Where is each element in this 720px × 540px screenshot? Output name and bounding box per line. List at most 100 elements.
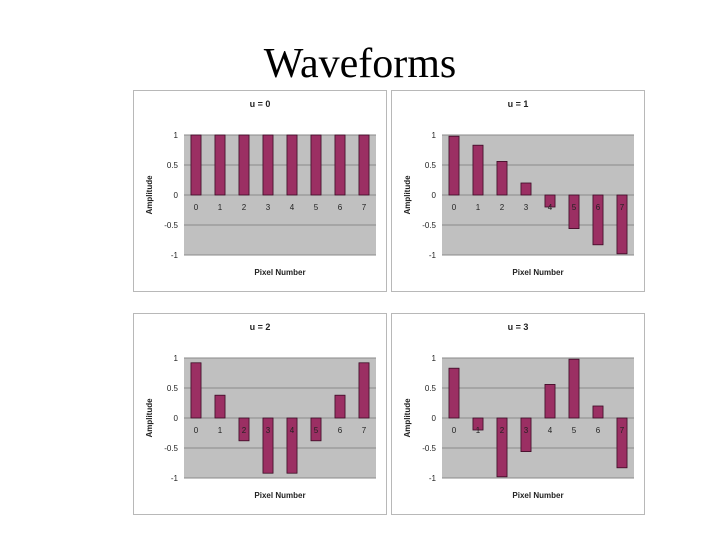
x-tick-label: 1 <box>218 203 223 212</box>
x-axis-label: Pixel Number <box>512 268 563 277</box>
bar <box>286 134 298 196</box>
bar <box>592 405 604 419</box>
x-tick-label: 0 <box>194 203 199 212</box>
x-tick-label: 5 <box>314 203 319 212</box>
bar <box>286 417 298 474</box>
x-tick-label: 3 <box>266 426 271 435</box>
x-tick-label: 2 <box>242 203 247 212</box>
y-tick-label: -1 <box>429 474 437 483</box>
bar <box>544 384 556 419</box>
bar <box>568 194 580 229</box>
bar <box>472 417 484 431</box>
x-tick-label: 0 <box>194 426 199 435</box>
x-tick-label: 4 <box>290 203 295 212</box>
chart-panel-u1: u = 1 1 0.5 0 -0.5 -1 0 1 2 3 4 5 6 7 Pixel Number Ampl… <box>391 90 645 292</box>
chart-title: u = 3 <box>508 322 529 332</box>
chart-panel-u2: u = 2 1 0.5 0 -0.5 -1 0 1 2 3 4 5 6 7 Pixel Number Ampl… <box>133 313 387 515</box>
y-axis-label: Amplitude <box>145 398 154 438</box>
y-tick-label: 0 <box>174 414 179 423</box>
x-axis-label: Pixel Number <box>512 491 563 500</box>
bar <box>238 417 250 442</box>
x-axis-label: Pixel Number <box>254 268 305 277</box>
y-tick-label: -0.5 <box>164 444 178 453</box>
x-tick-label: 1 <box>476 203 481 212</box>
x-tick-label: 2 <box>500 426 505 435</box>
y-tick-label: 0 <box>432 191 437 200</box>
y-tick-label: 1 <box>174 131 179 140</box>
chart-u1: u = 1 1 0.5 0 -0.5 -1 0 1 2 3 4 5 6 7 Pixel Number Ampl… <box>403 99 634 277</box>
x-tick-label: 2 <box>500 203 505 212</box>
bar <box>616 417 628 469</box>
bar <box>544 194 556 208</box>
slide-title: Waveforms <box>263 41 457 87</box>
y-tick-label: 0.5 <box>425 384 437 393</box>
bar <box>496 417 508 478</box>
y-tick-label: 0 <box>432 414 437 423</box>
x-tick-label: 1 <box>218 426 223 435</box>
x-tick-label: 1 <box>476 426 481 435</box>
x-tick-label: 0 <box>452 426 457 435</box>
bar <box>238 134 250 196</box>
bar <box>358 134 370 196</box>
y-axis-label: Amplitude <box>403 175 412 215</box>
chart-panel-u3: u = 3 1 0.5 0 -0.5 -1 0 1 2 3 4 5 6 7 Pixel Number Ampl… <box>391 313 645 515</box>
chart-title: u = 2 <box>250 322 271 332</box>
x-tick-label: 3 <box>266 203 271 212</box>
chart-u3: u = 3 1 0.5 0 -0.5 -1 0 1 2 3 4 5 6 7 Pixel Number Ampl… <box>403 322 634 500</box>
x-tick-label: 0 <box>452 203 457 212</box>
bar <box>214 134 226 196</box>
bar <box>190 362 202 419</box>
x-tick-label: 6 <box>338 203 343 212</box>
bar <box>568 358 580 419</box>
chart-u0: u = 0 1 0.5 0 -0.5 -1 0 1 2 3 4 5 6 7 Pixel Number Ampl… <box>145 99 376 277</box>
x-tick-label: 7 <box>362 203 367 212</box>
bar <box>448 367 460 419</box>
bar <box>520 417 532 452</box>
x-axis-label: Pixel Number <box>254 491 305 500</box>
x-tick-label: 7 <box>362 426 367 435</box>
bar <box>262 134 274 196</box>
y-tick-label: 1 <box>174 354 179 363</box>
x-tick-label: 2 <box>242 426 247 435</box>
bar <box>334 134 346 196</box>
chart-title: u = 0 <box>250 99 271 109</box>
y-tick-label: -1 <box>429 251 437 260</box>
x-tick-label: 3 <box>524 426 529 435</box>
bar <box>592 194 604 246</box>
chart-u2: u = 2 1 0.5 0 -0.5 -1 0 1 2 3 4 5 6 7 Pixel Number Ampl… <box>145 322 376 500</box>
y-tick-label: 0 <box>174 191 179 200</box>
bar <box>616 194 628 255</box>
x-tick-label: 6 <box>596 426 601 435</box>
bar <box>214 394 226 419</box>
bar <box>310 134 322 196</box>
chart-title: u = 1 <box>508 99 529 109</box>
bar <box>448 135 460 196</box>
x-tick-label: 5 <box>314 426 319 435</box>
x-tick-label: 6 <box>338 426 343 435</box>
y-tick-label: 1 <box>432 131 437 140</box>
y-tick-label: 1 <box>432 354 437 363</box>
x-tick-label: 6 <box>596 203 601 212</box>
y-tick-label: 0.5 <box>425 161 437 170</box>
chart-panel-u0: u = 0 1 0.5 0 -0.5 -1 0 1 2 3 4 5 6 7 Pixel Number Ampl… <box>133 90 387 292</box>
x-tick-label: 7 <box>620 203 625 212</box>
x-tick-label: 4 <box>290 426 295 435</box>
bar <box>496 161 508 196</box>
x-tick-label: 5 <box>572 203 577 212</box>
y-tick-label: 0.5 <box>167 161 179 170</box>
x-tick-label: 4 <box>548 426 553 435</box>
x-tick-label: 4 <box>548 203 553 212</box>
x-tick-label: 5 <box>572 426 577 435</box>
y-tick-label: -0.5 <box>422 444 436 453</box>
bar <box>310 417 322 442</box>
y-tick-label: -0.5 <box>164 221 178 230</box>
bar <box>334 394 346 419</box>
x-tick-label: 3 <box>524 203 529 212</box>
bar <box>190 134 202 196</box>
y-tick-label: -1 <box>171 474 179 483</box>
y-tick-label: -0.5 <box>422 221 436 230</box>
bar <box>358 362 370 419</box>
y-tick-label: -1 <box>171 251 179 260</box>
y-axis-label: Amplitude <box>403 398 412 438</box>
bar <box>520 182 532 196</box>
